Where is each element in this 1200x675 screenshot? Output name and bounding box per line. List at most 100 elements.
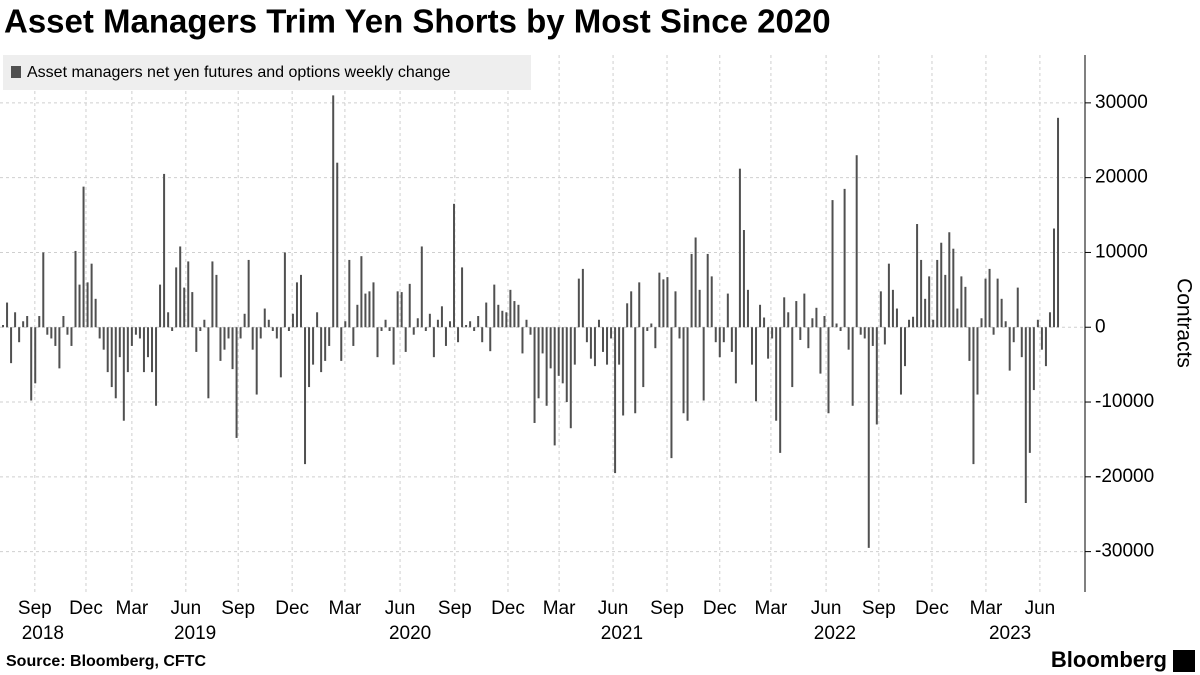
bar	[239, 327, 242, 339]
bar	[606, 327, 609, 365]
bar	[1036, 319, 1039, 328]
bar	[871, 327, 874, 346]
bar	[726, 293, 729, 328]
bar	[839, 327, 842, 331]
bar	[408, 283, 411, 328]
bar	[819, 327, 822, 374]
bar	[114, 327, 117, 399]
bar	[674, 291, 677, 328]
bar	[130, 327, 133, 346]
x-year-label: 2019	[174, 623, 216, 644]
bar	[416, 318, 419, 328]
bar	[78, 284, 81, 328]
bar	[759, 304, 762, 328]
bar	[875, 327, 878, 425]
bar	[287, 327, 290, 331]
bar	[646, 327, 649, 331]
bar	[448, 321, 451, 328]
legend-swatch	[11, 66, 21, 78]
bar	[750, 327, 753, 365]
bar	[134, 327, 137, 335]
bar	[763, 317, 766, 328]
x-tick-label: Sep	[18, 598, 52, 619]
x-tick-label: Dec	[69, 598, 103, 619]
bar	[746, 289, 749, 328]
bar	[815, 307, 818, 328]
bar	[1012, 327, 1015, 343]
bar	[336, 162, 339, 328]
x-tick-label: Sep	[438, 598, 472, 619]
bar	[916, 224, 919, 328]
bar	[964, 286, 967, 328]
bar	[775, 327, 778, 421]
bar	[1040, 327, 1043, 350]
brand-icon	[1173, 650, 1195, 672]
bar	[360, 256, 363, 328]
bar	[545, 327, 548, 406]
bar	[706, 253, 709, 328]
bar	[783, 297, 786, 328]
bar	[533, 327, 536, 423]
bar	[251, 327, 254, 350]
bar	[163, 173, 166, 328]
bar	[372, 282, 375, 328]
bar	[823, 316, 826, 328]
x-year-label: 2023	[989, 623, 1031, 644]
bar	[952, 248, 955, 328]
x-tick-label: Jun	[598, 598, 629, 619]
bar	[501, 310, 504, 328]
bar	[654, 327, 657, 349]
bar	[630, 291, 633, 328]
bar	[1008, 327, 1011, 371]
bar	[513, 301, 516, 328]
bar	[304, 327, 307, 465]
bar	[879, 291, 882, 328]
bar	[734, 327, 737, 384]
bar	[702, 327, 705, 401]
x-tick-label: Dec	[275, 598, 309, 619]
bar	[678, 327, 681, 339]
bar	[787, 312, 790, 328]
bar	[803, 293, 806, 328]
bar	[799, 327, 802, 340]
bar	[485, 302, 488, 328]
bar	[859, 327, 862, 335]
bar	[102, 327, 105, 350]
bar	[593, 327, 596, 367]
bar	[755, 327, 758, 402]
bar	[940, 242, 943, 328]
y-axis-title: Contracts	[1172, 278, 1195, 368]
bar	[642, 327, 645, 388]
bar	[557, 327, 560, 376]
y-tick-label: 30000	[1095, 92, 1148, 113]
bar	[843, 188, 846, 328]
bar	[634, 327, 637, 414]
chart-title: Asset Managers Trim Yen Shorts by Most S…	[4, 3, 831, 40]
bar	[791, 327, 794, 388]
bar	[436, 319, 439, 328]
bar	[565, 327, 568, 403]
bar	[320, 327, 323, 373]
bar	[863, 327, 866, 339]
bar	[211, 261, 214, 328]
bar	[404, 327, 407, 352]
y-tick-label: 10000	[1095, 241, 1148, 262]
bar	[561, 327, 564, 384]
x-tick-label: Dec	[491, 598, 525, 619]
bar	[328, 327, 331, 346]
bar	[316, 312, 319, 328]
bar	[235, 327, 238, 438]
bar	[698, 289, 701, 328]
bar	[976, 327, 979, 395]
bar	[348, 259, 351, 328]
y-tick-label: -20000	[1095, 466, 1154, 487]
bar	[497, 304, 500, 328]
x-tick-label: Dec	[915, 598, 949, 619]
bar	[722, 327, 725, 343]
bar	[50, 327, 53, 339]
bar	[453, 203, 456, 328]
bar	[996, 278, 999, 328]
bar	[956, 308, 959, 328]
bar	[356, 304, 359, 328]
bar	[70, 327, 73, 346]
